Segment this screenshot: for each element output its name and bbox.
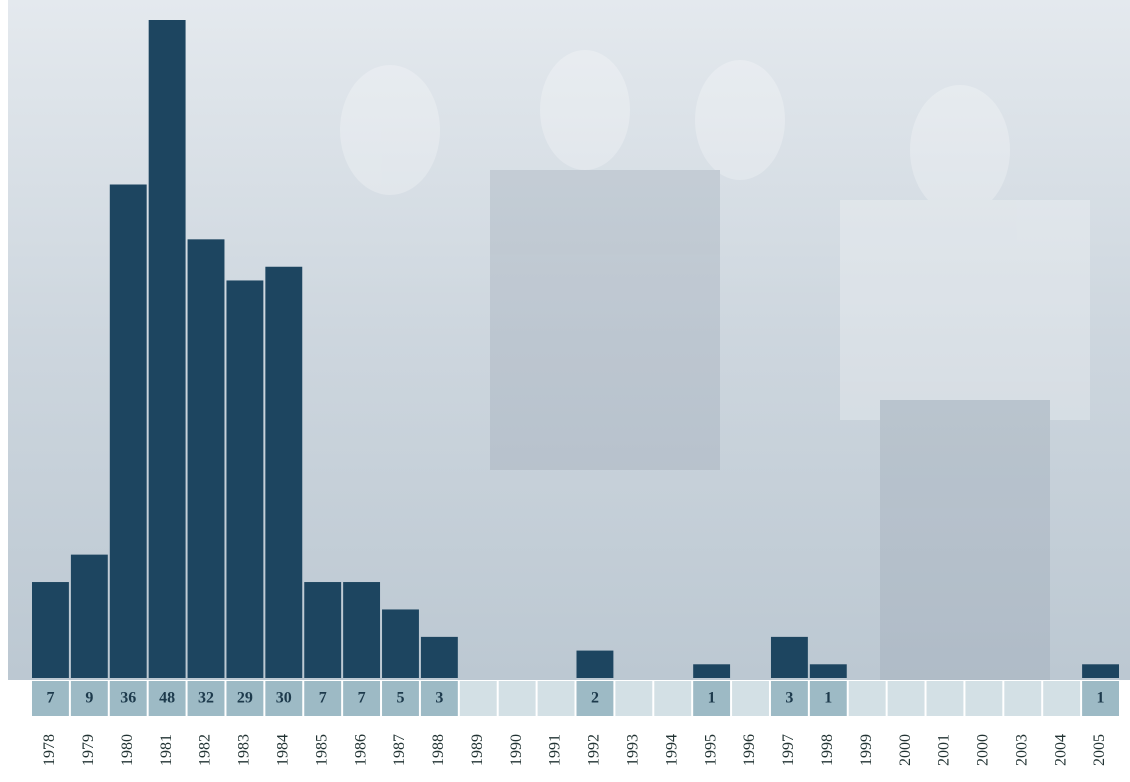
- x-tick-label: 1982: [197, 734, 214, 766]
- value-label: 7: [46, 690, 54, 707]
- bar: [810, 664, 847, 678]
- x-tick-label: 1992: [586, 734, 603, 766]
- x-tick-label: 1980: [119, 734, 136, 766]
- x-tick-label: 2003: [1013, 734, 1030, 766]
- bar: [421, 637, 458, 678]
- bar: [771, 637, 808, 678]
- x-tick-label: 1985: [313, 734, 330, 766]
- x-tick-label: 1981: [158, 734, 175, 766]
- x-tick-label: 2000: [975, 734, 992, 766]
- x-tick-label: 1996: [741, 734, 758, 766]
- x-tick-label: 1987: [391, 734, 408, 766]
- value-cell: [1004, 681, 1041, 716]
- bar: [343, 582, 380, 678]
- value-cell: [888, 681, 925, 716]
- value-cell: [732, 681, 769, 716]
- value-cell: [849, 681, 886, 716]
- value-label: 7: [319, 690, 327, 707]
- value-label: 36: [120, 690, 136, 707]
- bar: [188, 239, 225, 678]
- bar: [304, 582, 341, 678]
- x-tick-label: 1979: [80, 734, 97, 766]
- x-tick-label: 1983: [236, 734, 253, 766]
- x-tick-label: 1990: [508, 734, 525, 766]
- x-tick-label: 1993: [625, 734, 642, 766]
- value-label: 7: [358, 690, 366, 707]
- x-tick-label: 2005: [1091, 734, 1108, 766]
- chart: 7197891979361980481981321982291983301984…: [0, 0, 1130, 782]
- x-tick-label: 1997: [780, 734, 797, 766]
- value-cell: [927, 681, 964, 716]
- value-label: 32: [198, 690, 214, 707]
- bar: [71, 555, 108, 678]
- x-tick-label: 2001: [936, 734, 953, 766]
- x-tick-label: 2000: [897, 734, 914, 766]
- x-tick-label: 1984: [274, 734, 291, 766]
- x-tick-label: 1989: [469, 734, 486, 766]
- value-label: 1: [1097, 690, 1105, 707]
- value-cell: [965, 681, 1002, 716]
- value-label: 9: [85, 690, 93, 707]
- value-cell: [615, 681, 652, 716]
- value-label: 29: [237, 690, 253, 707]
- value-cell: [460, 681, 497, 716]
- x-tick-label: 1986: [352, 734, 369, 766]
- x-tick-label: 1995: [702, 734, 719, 766]
- value-label: 1: [824, 690, 832, 707]
- value-label: 3: [785, 690, 793, 707]
- x-tick-label: 1998: [819, 734, 836, 766]
- bar: [110, 185, 147, 679]
- value-cell: [654, 681, 691, 716]
- bar: [1082, 664, 1119, 678]
- bar: [32, 582, 69, 678]
- value-cell: [538, 681, 575, 716]
- bar: [149, 20, 186, 678]
- x-tick-label: 1999: [858, 734, 875, 766]
- value-label: 1: [708, 690, 716, 707]
- value-label: 2: [591, 690, 599, 707]
- bar: [226, 280, 263, 678]
- x-tick-label: 1988: [430, 734, 447, 766]
- bar: [265, 267, 302, 678]
- x-tick-label: 1994: [663, 734, 680, 766]
- x-tick-label: 2004: [1052, 734, 1069, 766]
- bar: [693, 664, 730, 678]
- value-label: 5: [396, 690, 404, 707]
- value-cell: [1043, 681, 1080, 716]
- value-label: 3: [435, 690, 443, 707]
- value-label: 48: [159, 690, 175, 707]
- page: {"chart_data": {"type": "bar", "categori…: [0, 0, 1130, 782]
- value-label: 30: [276, 690, 292, 707]
- bar: [382, 609, 419, 678]
- bar: [577, 651, 614, 678]
- x-tick-label: 1991: [547, 734, 564, 766]
- x-tick-label: 1978: [41, 734, 58, 766]
- value-cell: [499, 681, 536, 716]
